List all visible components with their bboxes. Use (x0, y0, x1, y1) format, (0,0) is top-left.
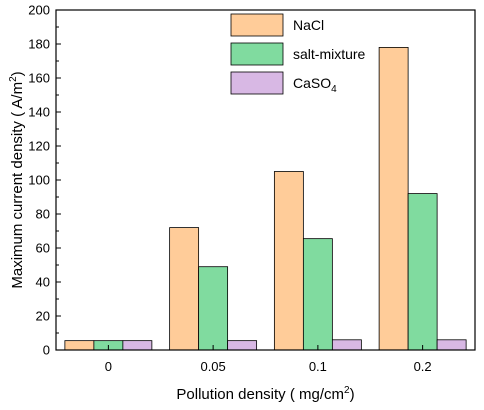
y-axis-title: Maximum current density ( A/m2) (8, 71, 26, 288)
x-axis-title-main: Pollution density ( mg/cm (176, 386, 344, 403)
legend-swatch (230, 13, 284, 37)
bar-NaCl-0.1 (273, 171, 304, 351)
bar-NaCl-0 (64, 340, 95, 351)
bar-salt-mixture-0.2 (407, 193, 438, 351)
y-axis-title-end: ) (9, 71, 26, 76)
legend-label: salt-mixture (293, 46, 366, 62)
bar-CaSO4-0 (122, 340, 153, 351)
legend-label: CaSO4 (293, 75, 337, 95)
legend-label: NaCl (293, 17, 324, 33)
bar-CaSO4-0.1 (331, 339, 362, 351)
y-tick-label: 160 (28, 71, 50, 86)
legend-swatch (230, 42, 284, 66)
y-tick-label: 120 (28, 139, 50, 154)
y-tick-label: 40 (36, 275, 50, 290)
x-axis-title-end: ) (350, 386, 355, 403)
y-tick-label: 180 (28, 37, 50, 52)
x-tick-label: 0.05 (200, 359, 225, 374)
bar-salt-mixture-0.1 (302, 238, 333, 351)
x-tick-label: 0.2 (414, 359, 432, 374)
x-tick-label: 0 (105, 359, 112, 374)
y-axis-title-main: Maximum current density ( A/m (9, 82, 26, 289)
bar-salt-mixture-0.05 (198, 266, 229, 351)
legend-swatch (230, 71, 284, 95)
y-tick-label: 200 (28, 3, 50, 18)
bar-NaCl-0.2 (378, 47, 409, 351)
legend: NaCl salt-mixture CaSO4 (230, 13, 366, 95)
x-tick-label: 0.1 (309, 359, 327, 374)
y-tick-label: 100 (28, 173, 50, 188)
y-tick-label: 20 (36, 309, 50, 324)
bar-CaSO4-0.05 (227, 340, 258, 351)
x-axis-title-superscript: 2 (344, 385, 350, 396)
bar-CaSO4-0.2 (436, 339, 467, 351)
y-axis-title-superscript: 2 (8, 76, 19, 82)
bars-layer (64, 47, 467, 351)
x-axis-title: Pollution density ( mg/cm2) (176, 385, 354, 403)
y-tick-label: 60 (36, 241, 50, 256)
y-axis: 0 20 40 60 80 100 120 140 160 180 200 (28, 3, 61, 358)
bar-NaCl-0.05 (169, 227, 200, 351)
y-tick-label: 0 (43, 343, 50, 358)
x-axis: 0 0.05 0.1 0.2 (105, 345, 432, 374)
y-tick-label: 140 (28, 105, 50, 120)
y-tick-label: 80 (36, 207, 50, 222)
